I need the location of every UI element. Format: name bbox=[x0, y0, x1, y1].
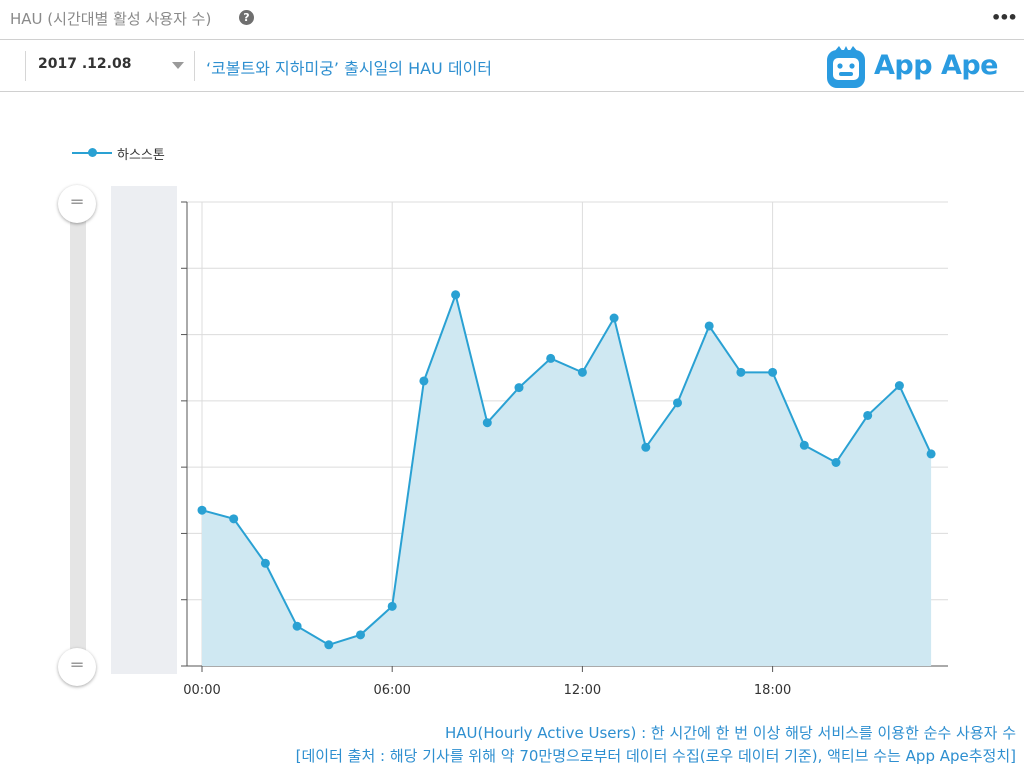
page-title: HAU (시간대별 활성 사용자 수) bbox=[10, 10, 212, 28]
x-tick-label: 06:00 bbox=[373, 683, 410, 698]
question-icon[interactable]: ? bbox=[239, 10, 254, 25]
data-point bbox=[641, 442, 651, 452]
data-point bbox=[894, 381, 904, 391]
data-point bbox=[387, 601, 397, 611]
footnote-source: [데이터 출처 : 해당 기사를 위해 약 70만명으로부터 데이터 수집(로우… bbox=[295, 747, 1016, 765]
x-tick-label: 18:00 bbox=[754, 683, 791, 698]
range-slider-track[interactable] bbox=[70, 204, 86, 666]
divider bbox=[25, 51, 26, 81]
data-point bbox=[324, 640, 334, 650]
range-handle-top[interactable]: ═ bbox=[58, 185, 96, 223]
data-point bbox=[736, 367, 746, 377]
chart-subtitle: ‘코볼트와 지하미궁’ 출시일의 HAU 데이터 bbox=[206, 59, 493, 78]
data-point bbox=[482, 418, 492, 428]
data-point bbox=[419, 376, 429, 386]
logo-text: App Ape bbox=[874, 50, 999, 81]
legend-label: 하스스톤 bbox=[117, 148, 165, 163]
data-point bbox=[704, 321, 714, 331]
data-point bbox=[229, 514, 239, 524]
data-point bbox=[546, 353, 556, 363]
data-point bbox=[799, 440, 809, 450]
data-point bbox=[451, 290, 461, 300]
x-axis-labels: 00:00 06:00 12:00 18:00 bbox=[183, 683, 791, 698]
app-ape-logo: App Ape bbox=[824, 42, 1004, 90]
data-point bbox=[356, 630, 365, 640]
x-tick-label: 12:00 bbox=[564, 683, 601, 698]
top-bar: HAU (시간대별 활성 사용자 수) ? ••• bbox=[0, 0, 1024, 40]
data-point bbox=[577, 367, 587, 377]
data-point bbox=[768, 367, 778, 377]
data-point bbox=[514, 383, 524, 393]
chart-line bbox=[201, 291, 933, 646]
data-point bbox=[260, 558, 270, 568]
data-point bbox=[831, 458, 841, 468]
date-select[interactable]: 2017 .12.08 bbox=[38, 56, 132, 72]
footnote-definition: HAU(Hourly Active Users) : 한 시간에 한 번 이상 … bbox=[444, 724, 1016, 742]
chart-area bbox=[202, 294, 932, 666]
data-point bbox=[863, 410, 873, 420]
chart-points bbox=[197, 290, 936, 650]
chart-legend[interactable]: 하스스톤 bbox=[72, 143, 212, 163]
data-point bbox=[292, 621, 302, 631]
divider bbox=[194, 51, 195, 81]
data-point bbox=[673, 398, 682, 408]
x-tick-label: 00:00 bbox=[183, 683, 220, 698]
data-point bbox=[609, 313, 619, 323]
chevron-down-icon[interactable] bbox=[172, 62, 184, 69]
more-dots-icon[interactable]: ••• bbox=[991, 8, 1018, 27]
series-area bbox=[202, 294, 932, 666]
range-slider-window[interactable] bbox=[111, 186, 177, 674]
monkey-logo-icon bbox=[827, 46, 865, 88]
data-point bbox=[926, 449, 936, 459]
data-point bbox=[197, 505, 207, 515]
series-line bbox=[201, 291, 933, 646]
filter-bar: 2017 .12.08 ‘코볼트와 지하미궁’ 출시일의 HAU 데이터 App… bbox=[0, 40, 1024, 92]
legend-dot-marker bbox=[88, 148, 97, 157]
range-handle-bottom[interactable]: ═ bbox=[58, 648, 96, 686]
